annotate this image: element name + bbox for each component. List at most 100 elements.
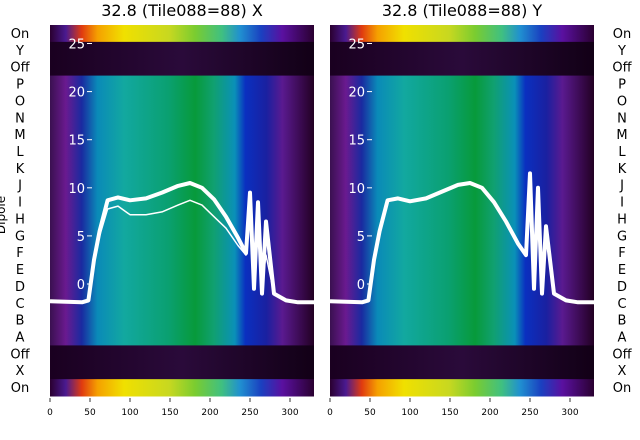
x-tick-label: 50	[84, 408, 96, 418]
x-tick-label: 100	[121, 408, 138, 418]
inner-y-tick-label: 10	[68, 182, 85, 197]
heatmap-row-1-4	[330, 92, 594, 110]
x-tick-label: 250	[521, 408, 538, 418]
heatmap-row-0-10	[50, 193, 314, 211]
x-tick-label: 300	[561, 408, 578, 418]
heatmap-row-1-18	[330, 328, 594, 346]
dipole-label-1-7: L	[618, 145, 626, 160]
dipole-label-0-13: F	[16, 246, 23, 261]
inner-y-tick-label: 25	[348, 38, 365, 53]
dipole-label-0-14: E	[16, 263, 24, 278]
dipole-label-1-6: M	[616, 128, 627, 143]
spectrum-line-0-0	[49, 181, 314, 305]
dipole-label-1-9: J	[619, 179, 624, 194]
dipole-label-0-19: Off	[10, 347, 30, 362]
heatmap-row-0-1	[50, 41, 314, 60]
x-tick-label: 200	[201, 408, 218, 418]
heatmap-row-1-14	[330, 261, 594, 279]
inner-y-tick-label: 15	[348, 134, 365, 149]
heatmap-row-0-7	[50, 143, 314, 161]
heatmap-row-0-2	[50, 58, 314, 77]
x-tick-label: 100	[401, 408, 418, 418]
dipole-label-1-12: G	[617, 229, 627, 244]
dipole-label-1-19: Off	[612, 347, 632, 362]
heatmap-row-1-5	[330, 109, 594, 127]
heatmap-row-1-10	[330, 193, 594, 211]
heatmap-row-0-19	[50, 345, 314, 363]
spectrum-line-1-0	[329, 171, 594, 305]
x-tick-label: 200	[481, 408, 498, 418]
dipole-label-1-14: E	[618, 263, 626, 278]
heatmap-row-1-2	[330, 58, 594, 77]
inner-y-tick-label: 5	[357, 230, 365, 245]
dipole-label-1-3: P	[618, 78, 626, 93]
dipole-label-0-15: D	[15, 280, 25, 295]
dipole-label-0-21: On	[11, 381, 29, 396]
dipole-label-1-15: D	[617, 280, 627, 295]
dipole-label-0-6: M	[14, 128, 25, 143]
dipole-label-0-0: On	[11, 27, 29, 42]
heatmap-row-1-7	[330, 143, 594, 161]
heatmap-row-0-16	[50, 294, 314, 313]
dipole-label-1-13: F	[618, 246, 625, 261]
dipole-label-1-20: X	[618, 364, 627, 379]
x-tick-label: 250	[241, 408, 258, 418]
dipole-label-0-20: X	[16, 364, 25, 379]
dipole-label-1-8: K	[618, 162, 627, 177]
panel-title-0: 32.8 (Tile088=88) X	[101, 1, 263, 20]
dipole-label-0-4: O	[15, 94, 25, 109]
heatmap-row-0-15	[50, 277, 314, 296]
dipole-label-0-9: J	[17, 179, 22, 194]
dipole-label-0-16: C	[15, 297, 24, 312]
heatmap-row-0-3	[50, 75, 314, 93]
inner-y-tick-label: 10	[348, 182, 365, 197]
x-tick-label: 0	[47, 408, 53, 418]
dipole-label-1-18: A	[618, 330, 627, 345]
heatmap-row-0-8	[50, 159, 314, 178]
heatmap-row-1-6	[330, 126, 594, 144]
dipole-label-0-3: P	[16, 78, 24, 93]
heatmap-row-1-13	[330, 244, 594, 262]
x-tick-label: 300	[281, 408, 298, 418]
dipole-label-1-16: C	[617, 297, 626, 312]
heatmap-row-0-13	[50, 244, 314, 262]
dipole-label-1-21: On	[613, 381, 631, 396]
inner-y-tick-label: 20	[68, 86, 85, 101]
heatmap-row-0-11	[50, 210, 314, 228]
panel-title-1: 32.8 (Tile088=88) Y	[382, 1, 543, 20]
dipole-label-1-2: Off	[612, 61, 632, 76]
dipole-label-0-17: B	[16, 314, 25, 329]
heatmap-row-0-4	[50, 92, 314, 110]
heatmap-row-0-14	[50, 261, 314, 279]
heatmap-row-1-19	[330, 345, 594, 363]
dipole-label-0-1: Y	[15, 44, 24, 59]
dipole-label-1-10: I	[620, 196, 624, 211]
heatmap-row-1-8	[330, 159, 594, 178]
dipole-label-1-0: On	[613, 27, 631, 42]
dipole-label-0-12: G	[15, 229, 25, 244]
heatmap-row-0-18	[50, 328, 314, 346]
dipole-label-1-1: Y	[617, 44, 626, 59]
heatmap-row-1-17	[330, 311, 594, 330]
inner-y-tick-label: 25	[68, 38, 85, 53]
x-tick-label: 50	[364, 408, 376, 418]
inner-y-tick-label: 0	[77, 278, 85, 293]
x-tick-label: 150	[161, 408, 178, 418]
heatmap-row-0-17	[50, 311, 314, 330]
heatmap-row-1-21	[330, 379, 594, 397]
x-tick-label: 0	[327, 408, 333, 418]
heatmap-row-1-20	[330, 362, 594, 380]
heatmap-row-1-11	[330, 210, 594, 228]
heatmap-row-0-6	[50, 126, 314, 144]
dipole-label-1-5: N	[617, 111, 627, 126]
inner-y-tick-label: 15	[68, 134, 85, 149]
dipole-label-0-18: A	[16, 330, 25, 345]
spectrum-line-0-1	[49, 199, 314, 304]
heatmap-row-0-0	[50, 25, 314, 43]
heatmap-row-1-3	[330, 75, 594, 93]
heatmap-row-1-0	[330, 25, 594, 43]
heatmap-row-0-20	[50, 362, 314, 380]
dipole-label-1-17: B	[618, 314, 627, 329]
inner-y-tick-label: 0	[357, 278, 365, 293]
